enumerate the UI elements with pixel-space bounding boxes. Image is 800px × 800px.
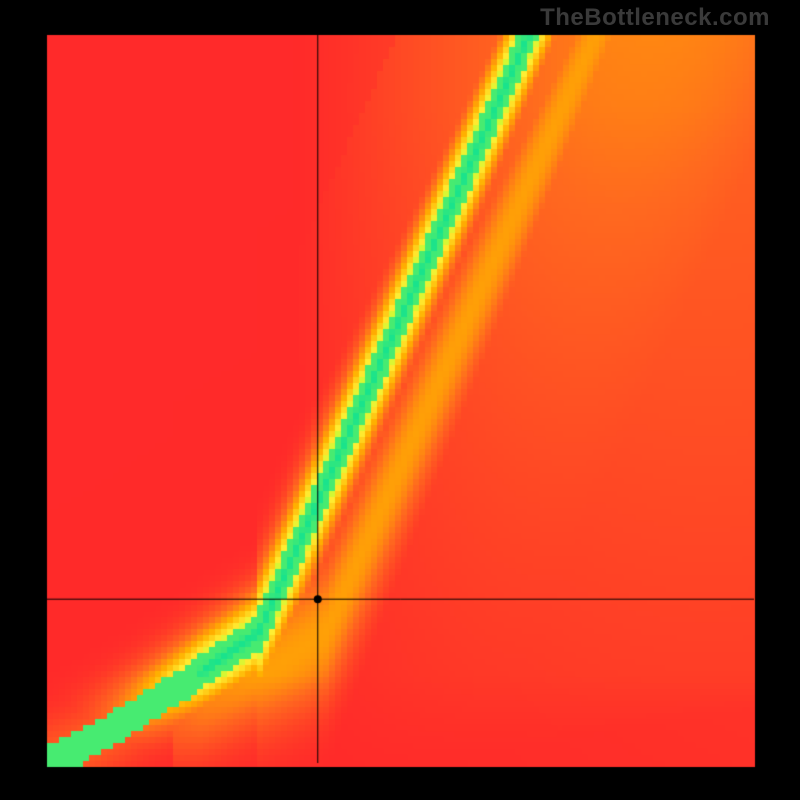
heatmap-canvas bbox=[0, 0, 800, 800]
watermark-text: TheBottleneck.com bbox=[540, 4, 770, 32]
